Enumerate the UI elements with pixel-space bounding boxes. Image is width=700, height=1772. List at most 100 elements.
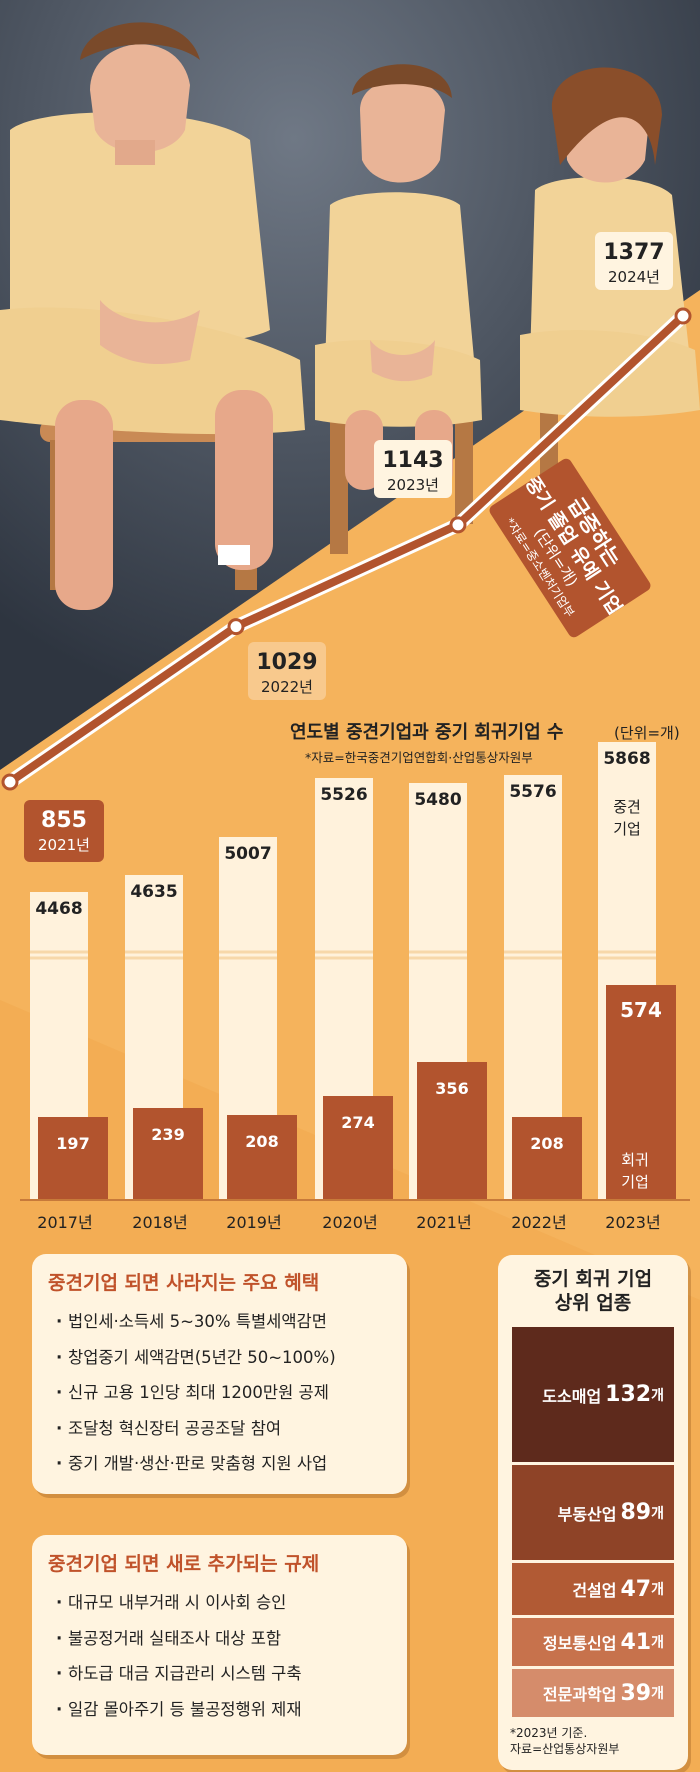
bar-back-value: 208 [245, 1132, 278, 1151]
bar-back-value: 239 [151, 1125, 184, 1144]
line-value: 1029 [256, 650, 317, 675]
line-value-labels: 855 2021년 1029 2022년 1143 2023년 1377 2024년 [24, 232, 673, 862]
bar-year-label: 2017년 [37, 1213, 92, 1232]
line-year: 2021년 [38, 836, 90, 854]
line-year: 2023년 [387, 476, 439, 494]
regulation-item: 하도급 대금 지급관리 시스템 구축 [56, 1656, 302, 1692]
trend-point [449, 516, 467, 534]
line-year: 2024년 [608, 268, 660, 286]
bar-chart: 4468 197 2017년 4635 239 2018년 5007 208 2019년 5526… [20, 742, 690, 1232]
bar-year-label: 2022년 [511, 1213, 566, 1232]
trend-point [227, 618, 245, 636]
bar-mid-value: 5480 [414, 790, 461, 810]
benefit-item: 창업중기 세액감면(5년간 50~100%) [56, 1340, 336, 1376]
industry-ranking: 중기 회귀 기업 상위 업종 도소매업 132 개 부동산업 89 개 건설업 47 개 정… [498, 1255, 688, 1770]
bar-back [606, 985, 676, 1200]
bar-mid-value: 5576 [509, 782, 556, 802]
regulation-item: 대규모 내부거래 시 이사회 승인 [56, 1585, 302, 1621]
ranking-title-line: 중기 회귀 기업 [533, 1268, 653, 1290]
bar-back-value: 208 [530, 1134, 563, 1153]
ranking-note: *2023년 기준. 자료=산업통상자원부 [510, 1725, 619, 1757]
bar-chart-unit: (단위=개) [614, 724, 680, 742]
series-label-back: 회귀 [621, 1151, 649, 1169]
bar-back-value: 356 [435, 1079, 468, 1098]
ranking-count: 89 [620, 1500, 652, 1525]
benefits-card: 중견기업 되면 사라지는 주요 혜택 법인세·소득세 5~30% 특별세액감면 … [32, 1254, 407, 1494]
bar-group: 5480 356 2021년 [409, 783, 487, 1232]
benefits-title: 중견기업 되면 사라지는 주요 혜택 [48, 1272, 320, 1294]
bar-back [417, 1062, 487, 1200]
bar-back [133, 1108, 203, 1200]
ranking-title: 중기 회귀 기업 상위 업종 [498, 1267, 688, 1315]
ranking-name: 건설업 [572, 1581, 617, 1600]
bar-back [512, 1117, 582, 1200]
line-value-label: 1377 2024년 [595, 232, 673, 290]
ranking-count: 39 [620, 1680, 652, 1706]
ranking-count: 132 [605, 1382, 652, 1407]
ranking-row: 도소매업 132 개 [512, 1327, 674, 1462]
ranking-row: 전문과학업 39 개 [512, 1669, 674, 1717]
bar-mid-value: 4468 [35, 899, 82, 919]
bar-mid-value: 5868 [603, 749, 650, 769]
bar-mid-value: 4635 [130, 882, 177, 902]
bar-back [323, 1096, 393, 1200]
ranking-name: 부동산업 [557, 1504, 617, 1524]
ranking-row: 건설업 47 개 [512, 1563, 674, 1615]
benefit-item: 신규 고용 1인당 최대 1200만원 공제 [56, 1375, 336, 1411]
adult-figure [0, 22, 305, 610]
trend-line [3, 309, 690, 789]
bar-back [38, 1117, 108, 1200]
bar-back-value: 197 [56, 1134, 89, 1153]
regulations-card: 중견기업 되면 새로 추가되는 규제 대규모 내부거래 시 이사회 승인 불공정… [32, 1535, 407, 1755]
bar-mid-value: 5526 [320, 785, 367, 805]
bar-group: 4468 197 2017년 [30, 892, 108, 1232]
child-figure-1 [315, 64, 482, 490]
ranking-note-line: *2023년 기준. [510, 1726, 588, 1740]
line-value-label: 855 2021년 [24, 800, 104, 862]
trend-point [1, 773, 19, 791]
series-label-back: 기업 [621, 1173, 649, 1191]
bar-year-label: 2021년 [416, 1213, 471, 1232]
benefit-item: 법인세·소득세 5~30% 특별세액감면 [56, 1304, 336, 1340]
ranking-name: 도소매업 [542, 1386, 602, 1406]
line-value-label: 1029 2022년 [248, 642, 326, 700]
line-value: 1143 [382, 448, 443, 473]
ranking-row: 부동산업 89 개 [512, 1465, 674, 1560]
bar-group: 5868 574 2023년 [598, 742, 676, 1232]
line-value: 1377 [603, 240, 664, 265]
ranking-note-line: 자료=산업통상자원부 [510, 1742, 620, 1756]
trend-point [674, 307, 692, 325]
bar-group: 4635 239 2018년 [125, 875, 203, 1232]
bar-group: 5007 208 2019년 [219, 837, 297, 1232]
bar-year-label: 2019년 [226, 1213, 281, 1232]
regulations-title: 중견기업 되면 새로 추가되는 규제 [48, 1553, 320, 1575]
bar-year-label: 2018년 [132, 1213, 187, 1232]
ranking-unit: 개 [651, 1387, 664, 1404]
regulations-list: 대규모 내부거래 시 이사회 승인 불공정거래 실태조사 대상 포함 하도급 대… [56, 1585, 302, 1727]
bar-back [227, 1115, 297, 1200]
regulation-item: 일감 몰아주기 등 불공정행위 제재 [56, 1692, 302, 1728]
bar-mid-value: 5007 [224, 844, 271, 864]
ranking-name: 정보통신업 [542, 1634, 617, 1653]
line-value: 855 [41, 808, 87, 833]
ranking-unit: 개 [651, 1582, 664, 1598]
ranking-row: 정보통신업 41 개 [512, 1618, 674, 1666]
ranking-count: 41 [620, 1629, 652, 1655]
bar-back-value: 574 [620, 998, 662, 1022]
regulation-item: 불공정거래 실태조사 대상 포함 [56, 1621, 302, 1657]
benefit-item: 조달청 혁신장터 공공조달 참여 [56, 1411, 336, 1447]
ranking-name: 전문과학업 [542, 1685, 617, 1704]
bar-year-label: 2023년 [605, 1213, 660, 1232]
bar-chart-source: *자료=한국중견기업연합회·산업통상자원부 [305, 750, 533, 765]
ranking-unit: 개 [651, 1635, 664, 1651]
ranking-unit: 개 [651, 1505, 664, 1522]
series-label-mid: 중견 [613, 798, 641, 816]
ranking-title-line: 상위 업종 [554, 1292, 632, 1314]
series-label-mid: 기업 [613, 820, 641, 838]
bar-chart-title: 연도별 중견기업과 중기 회귀기업 수 [290, 722, 563, 743]
bar-group: 5576 208 2022년 [504, 775, 582, 1232]
bar-group: 5526 274 2020년 [315, 778, 393, 1232]
trend-points [1, 307, 692, 791]
benefit-item: 중기 개발·생산·판로 맞춤형 지원 사업 [56, 1446, 336, 1482]
